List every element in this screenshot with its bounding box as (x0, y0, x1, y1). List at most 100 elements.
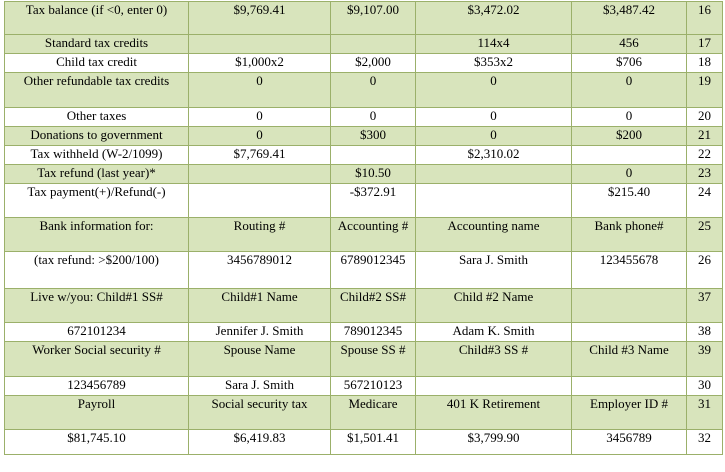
table-cell: Sara J. Smith (188, 376, 331, 396)
table-cell (571, 145, 687, 165)
table-cell: 123455678 (571, 251, 687, 289)
table-cell: Adam K. Smith (415, 322, 572, 342)
table-cell: $300 (330, 126, 416, 146)
table-cell: Jennifer J. Smith (188, 322, 331, 342)
table-cell: Spouse SS # (330, 341, 416, 377)
table-cell: $3,487.42 (571, 1, 687, 35)
line-number-cell: 19 (686, 72, 723, 108)
table-cell: $353x2 (415, 53, 572, 73)
table-row: Child tax credit $1,000x2 $2,000 $353x2 $706… (4, 53, 723, 73)
line-number-cell: 17 (686, 34, 723, 54)
row-label-cell: (tax refund: >$200/100) (4, 251, 189, 289)
table-cell: $9,769.41 (188, 1, 331, 35)
table-cell: 114x4 (415, 34, 572, 54)
line-number-cell: 26 (686, 251, 723, 289)
row-label-cell: Bank information for: (4, 217, 189, 252)
line-number-cell: 31 (686, 395, 723, 430)
table-cell: 0 (188, 126, 331, 146)
row-label-cell: Other taxes (4, 107, 189, 127)
table-cell: $3,472.02 (415, 1, 572, 35)
line-number-cell: 30 (686, 376, 723, 396)
table-cell: 0 (330, 72, 416, 108)
line-number-cell: 18 (686, 53, 723, 73)
table-row: Worker Social security # Spouse Name Spous… (4, 341, 723, 377)
table-cell: $1,501.41 (330, 429, 416, 455)
table-cell: Social security tax (188, 395, 331, 430)
table-row: Tax refund (last year)* $10.50 0 23 (4, 164, 723, 184)
row-label-cell: Payroll (4, 395, 189, 430)
row-label-cell: Standard tax credits (4, 34, 189, 54)
table-row: 123456789 Sara J. Smith 567210123 30 (4, 376, 723, 396)
table-row: Tax payment(+)/Refund(-) -$372.91 $215.40 2… (4, 183, 723, 218)
table-cell: Child #2 Name (415, 288, 572, 323)
table-cell: 456 (571, 34, 687, 54)
row-label-cell: Worker Social security # (4, 341, 189, 377)
line-number-cell: 21 (686, 126, 723, 146)
table-cell: 0 (571, 72, 687, 108)
table-cell: 0 (571, 164, 687, 184)
table-cell (330, 34, 416, 54)
table-row: Donations to government 0 $300 0 $200 21 (4, 126, 723, 146)
row-label-cell: Live w/you: Child#1 SS# (4, 288, 189, 323)
table-cell: 0 (571, 107, 687, 127)
row-label-cell: Tax balance (if <0, enter 0) (4, 1, 189, 35)
table-cell: Child#1 Name (188, 288, 331, 323)
row-label-cell: 123456789 (4, 376, 189, 396)
line-number-cell: 23 (686, 164, 723, 184)
table-cell: 0 (415, 72, 572, 108)
table-cell: $2,000 (330, 53, 416, 73)
row-label-cell: Child tax credit (4, 53, 189, 73)
table-cell: 0 (188, 72, 331, 108)
row-label-cell: Tax payment(+)/Refund(-) (4, 183, 189, 218)
table-cell: Spouse Name (188, 341, 331, 377)
table-cell: Child#2 SS# (330, 288, 416, 323)
table-cell: $1,000x2 (188, 53, 331, 73)
table-cell: $215.40 (571, 183, 687, 218)
table-cell: 0 (415, 126, 572, 146)
table-row: $81,745.10 $6,419.83 $1,501.41 $3,799.90 345… (4, 429, 723, 455)
table-cell: $200 (571, 126, 687, 146)
table-cell (188, 164, 331, 184)
line-number-cell: 20 (686, 107, 723, 127)
table-cell: Child#3 SS # (415, 341, 572, 377)
table-cell: Bank phone# (571, 217, 687, 252)
line-number-cell: 22 (686, 145, 723, 165)
table-cell (188, 34, 331, 54)
table-row: Tax withheld (W-2/1099) $7,769.41 $2,310.0… (4, 145, 723, 165)
line-number-cell: 39 (686, 341, 723, 377)
table-row: (tax refund: >$200/100) 3456789012 6789012… (4, 251, 723, 289)
table-cell (415, 376, 572, 396)
table-cell: 0 (330, 107, 416, 127)
table-row: Live w/you: Child#1 SS# Child#1 Name Child… (4, 288, 723, 323)
table-cell: Sara J. Smith (415, 251, 572, 289)
line-number-cell: 16 (686, 1, 723, 35)
table-cell: $9,107.00 (330, 1, 416, 35)
table-cell: 567210123 (330, 376, 416, 396)
tax-worksheet-table: Tax balance (if <0, enter 0) $9,769.41 $9,… (4, 1, 723, 455)
table-cell: Accounting name (415, 217, 572, 252)
table-cell (571, 376, 687, 396)
table-cell (571, 322, 687, 342)
table-body: Tax balance (if <0, enter 0) $9,769.41 $9,… (4, 1, 723, 455)
table-row: Other refundable tax credits 0 0 0 0 19 (4, 72, 723, 108)
table-row: Bank information for: Routing # Accounting… (4, 217, 723, 252)
table-cell (415, 183, 572, 218)
row-label-cell: 672101234 (4, 322, 189, 342)
table-cell: Child #3 Name (571, 341, 687, 377)
table-cell (330, 145, 416, 165)
table-cell (415, 164, 572, 184)
table-cell (188, 183, 331, 218)
line-number-cell: 37 (686, 288, 723, 323)
table-cell: 0 (415, 107, 572, 127)
table-cell: -$372.91 (330, 183, 416, 218)
line-number-cell: 38 (686, 322, 723, 342)
row-label-cell: Tax refund (last year)* (4, 164, 189, 184)
line-number-cell: 24 (686, 183, 723, 218)
table-cell: Routing # (188, 217, 331, 252)
table-cell: Accounting # (330, 217, 416, 252)
table-row: Payroll Social security tax Medicare 401 K … (4, 395, 723, 430)
table-cell: $2,310.02 (415, 145, 572, 165)
table-row: Other taxes 0 0 0 0 20 (4, 107, 723, 127)
table-cell: 3456789012 (188, 251, 331, 289)
table-cell: $706 (571, 53, 687, 73)
